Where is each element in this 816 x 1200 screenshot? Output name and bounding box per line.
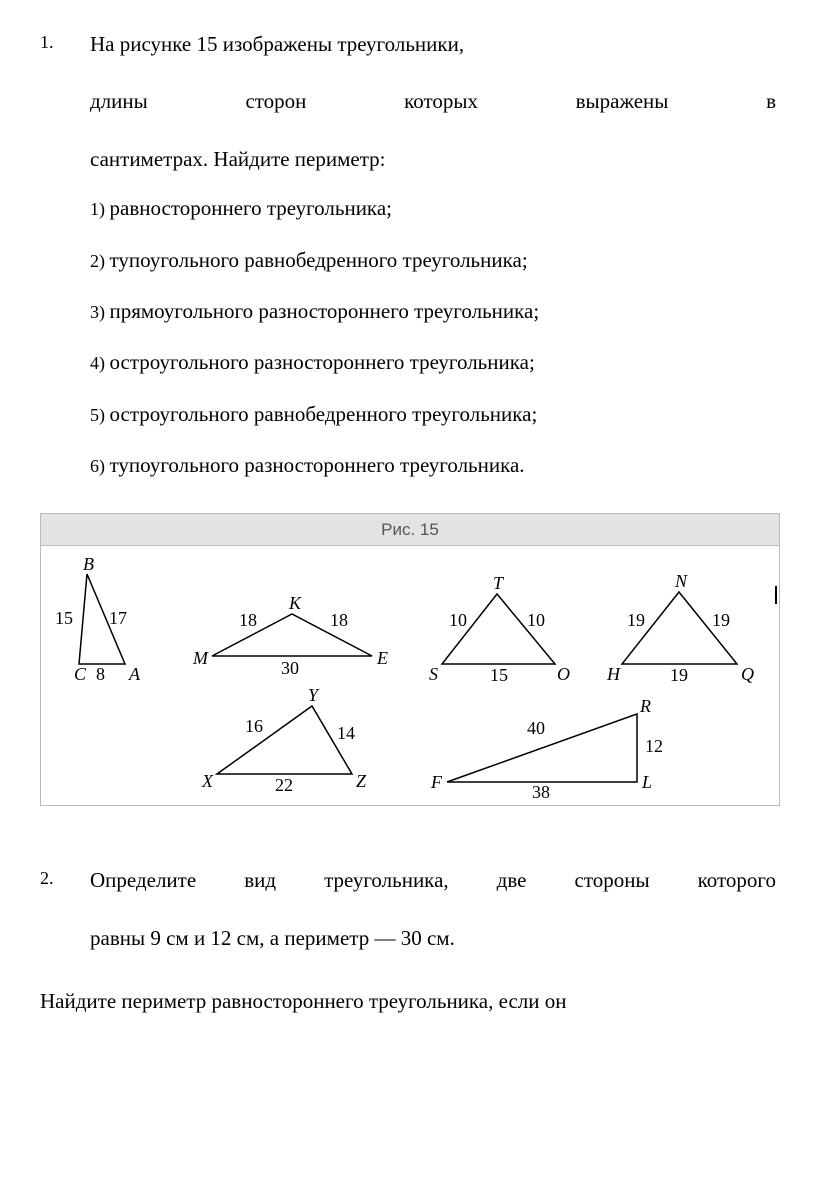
svg-text:14: 14 [337, 723, 355, 743]
intro-line-1: На рисунке 15 изображены треугольники, [90, 30, 776, 59]
svg-text:M: M [192, 648, 209, 668]
intro-line-3: сантиметрах. Найдите периметр: [90, 145, 776, 174]
svg-text:F: F [430, 772, 443, 792]
sublist-item-3: 3) прямоугольного разностороннего треуго… [90, 297, 776, 326]
svg-text:15: 15 [490, 665, 508, 685]
svg-text:O: O [557, 664, 570, 684]
problem-1: 1. На рисунке 15 изображены треугольники… [40, 30, 776, 503]
svg-text:8: 8 [96, 664, 105, 684]
svg-text:N: N [674, 571, 688, 591]
svg-text:10: 10 [527, 610, 545, 630]
svg-text:15: 15 [55, 608, 73, 628]
sublist-num: 4) [90, 353, 110, 373]
bottom-partial-text: Найдите периметр равностороннего треугол… [40, 987, 776, 1016]
svg-text:K: K [288, 593, 302, 613]
text-cursor-mark [775, 586, 777, 604]
svg-text:X: X [201, 771, 214, 791]
sublist-text: прямоугольного разностороннего треугольн… [110, 299, 540, 323]
sublist-num: 5) [90, 405, 110, 425]
svg-text:16: 16 [245, 716, 263, 736]
problem-1-sublist: 1) равностороннего треугольника; 2) тупоу… [90, 194, 776, 480]
figure-svg: B C A 8 15 17 M K E 30 18 18 S T O 15 10 10 H N Q 19 19 19 X Y Z 14… [47, 554, 775, 799]
sublist-item-1: 1) равностороннего треугольника; [90, 194, 776, 223]
svg-text:L: L [641, 772, 652, 792]
svg-text:30: 30 [281, 658, 299, 678]
sublist-text: остроугольного равнобедренного треугольн… [110, 402, 538, 426]
problem-2: 2. Определите вид треугольника, две стор… [40, 866, 776, 977]
sublist-item-4: 4) остроугольного разностороннего треуго… [90, 348, 776, 377]
sublist-num: 1) [90, 199, 110, 219]
problem-2-body: Определите вид треугольника, две стороны… [90, 866, 776, 977]
problem-1-intro: На рисунке 15 изображены треугольники, д… [90, 30, 776, 174]
svg-text:Z: Z [356, 771, 367, 791]
problem-1-body: На рисунке 15 изображены треугольники, д… [90, 30, 776, 503]
problem-number-1: 1. [40, 30, 90, 503]
sublist-text: тупоугольного разностороннего треугольни… [110, 453, 525, 477]
p2-line-1: Определите вид треугольника, две стороны… [90, 866, 776, 895]
svg-text:H: H [606, 664, 621, 684]
svg-text:S: S [429, 664, 438, 684]
sublist-item-6: 6) тупоугольного разностороннего треугол… [90, 451, 776, 480]
svg-text:E: E [376, 648, 388, 668]
svg-text:A: A [128, 664, 141, 684]
svg-text:38: 38 [532, 782, 550, 799]
svg-text:C: C [74, 664, 87, 684]
svg-text:T: T [493, 573, 505, 593]
svg-text:18: 18 [330, 610, 348, 630]
intro-line-2: длины сторон которых выражены в [90, 87, 776, 116]
sublist-num: 6) [90, 456, 110, 476]
svg-text:22: 22 [275, 775, 293, 795]
svg-text:18: 18 [239, 610, 257, 630]
sublist-text: остроугольного разностороннего треугольн… [110, 350, 535, 374]
p2-line-2: равны 9 см и 12 см, а периметр — 30 см. [90, 924, 776, 953]
svg-text:19: 19 [627, 610, 645, 630]
svg-text:19: 19 [670, 665, 688, 685]
sublist-text: тупоугольного равнобедренного треугольни… [110, 248, 528, 272]
svg-text:Q: Q [741, 664, 754, 684]
svg-text:Y: Y [308, 685, 320, 705]
svg-text:R: R [639, 696, 651, 716]
svg-text:12: 12 [645, 736, 663, 756]
figure-title: Рис. 15 [41, 514, 779, 547]
svg-text:40: 40 [527, 718, 545, 738]
sublist-item-2: 2) тупоугольного равнобедренного треугол… [90, 246, 776, 275]
figure-content: B C A 8 15 17 M K E 30 18 18 S T O 15 10 10 H N Q 19 19 19 X Y Z 14… [41, 546, 779, 805]
sublist-item-5: 5) остроугольного равнобедренного треуго… [90, 400, 776, 429]
svg-text:B: B [83, 554, 94, 574]
svg-text:19: 19 [712, 610, 730, 630]
sublist-num: 3) [90, 302, 110, 322]
sublist-text: равностороннего треугольника; [110, 196, 392, 220]
figure-15-box: Рис. 15 B C A 8 15 17 M K E 30 18 18 S T O 15 10 10 H N Q 19 1… [40, 513, 780, 807]
problem-number-2: 2. [40, 866, 90, 977]
svg-text:10: 10 [449, 610, 467, 630]
sublist-num: 2) [90, 251, 110, 271]
svg-text:17: 17 [109, 608, 127, 628]
